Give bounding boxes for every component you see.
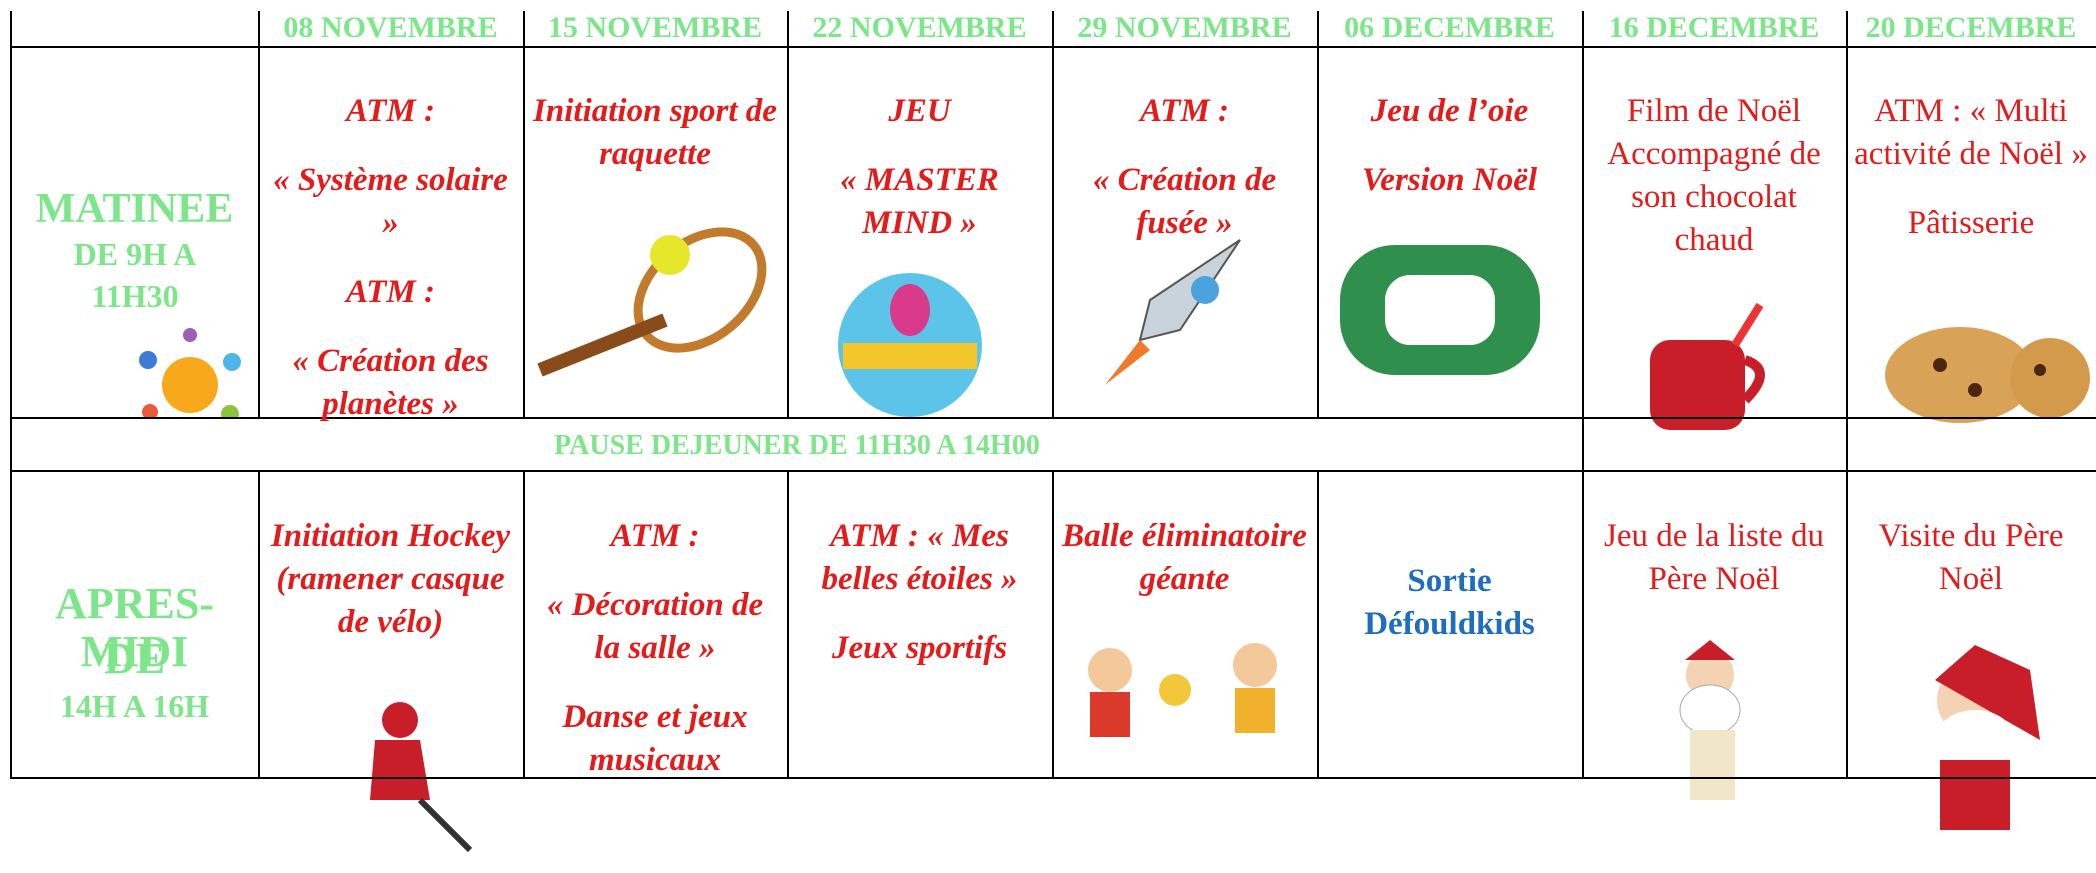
cell: Balle éliminatoire géante (1052, 515, 1317, 627)
pause: PAUSE DEJEUNER DE 11H30 A 14H00 (554, 430, 1040, 461)
cell-text: ATM : (346, 274, 435, 310)
cell-text: ATM : (610, 518, 700, 554)
cell: Jeu de l’oie Version Noël (1317, 90, 1582, 228)
cell: JEU « MASTER MIND » (787, 90, 1052, 271)
row-hours-prefix: DE (103, 634, 166, 683)
cell-text: Pâtisserie (1907, 205, 2035, 241)
cell-text: Visite du Père Noël (1878, 518, 2064, 597)
row-label: MATINEE (35, 186, 234, 232)
vline (1582, 11, 1584, 779)
solar-system (139, 328, 241, 423)
cell: Initiation sport de raquette (523, 90, 787, 202)
cookies (1885, 327, 2090, 423)
santa-letter (1679, 640, 1741, 800)
cell: Visite du Père Noël (1846, 515, 2096, 627)
hot-chocolate (1650, 302, 1765, 430)
cell-text: Sortie Défouldkids (1364, 563, 1535, 642)
cell: ATM : « Décoration de la salle » Danse et … (523, 515, 787, 808)
vline (1846, 11, 1848, 779)
date-header: 16 DECEMBRE (1608, 11, 1820, 44)
cell: ATM : « Mes belles étoiles » Jeux sportif… (787, 515, 1052, 696)
cell-text: Danse et jeux musicaux (562, 699, 748, 778)
cell: Initiation Hockey (ramener casque de vél… (258, 515, 523, 670)
border (10, 11, 12, 779)
vline (1317, 11, 1319, 779)
racket (537, 227, 767, 377)
cell-text: JEU (888, 93, 951, 129)
date-header: 15 NOVEMBRE (547, 11, 763, 44)
cell-text: Jeu de la liste du Père Noël (1604, 518, 1824, 597)
cell-text: « Système solaire » (273, 162, 508, 241)
row-hours: 14H A 16H (59, 688, 210, 724)
cell: Jeu de la liste du Père Noël (1582, 515, 1846, 627)
cell-text: ATM : (1140, 93, 1229, 129)
vline (787, 11, 789, 779)
cell: ATM : « Multi activité de Noël » Pâtisser… (1846, 90, 2096, 271)
date-header: 22 NOVEMBRE (812, 11, 1027, 44)
cell-text: ATM : « Multi activité de Noël » (1854, 93, 2088, 172)
cell-text: Balle éliminatoire géante (1062, 518, 1307, 597)
cell-text: Initiation Hockey (ramener casque de vél… (270, 518, 511, 640)
kids-ball (1088, 643, 1277, 737)
cell-text: « Création des planètes » (292, 343, 489, 422)
santa (1935, 645, 2040, 830)
vline (258, 11, 260, 779)
cell-text: « Création de fusée » (1092, 162, 1277, 241)
cell-text: « Décoration de la salle » (546, 587, 764, 666)
cell: ATM : « Système solaire » ATM : « Création … (258, 90, 523, 452)
cell-text: Jeux sportifs (831, 630, 1008, 666)
date-header: 29 NOVEMBRE (1077, 11, 1292, 44)
date-header: 20 DECEMBRE (1865, 11, 2077, 44)
cell-text: Film de Noël Accompagné de son chocolat … (1607, 93, 1821, 258)
pause-bg (12, 419, 1581, 470)
row-label: APRES-MIDI (55, 579, 214, 676)
cell: Sortie Défouldkids (1317, 560, 1582, 672)
cell-text: ATM : « Mes belles étoiles » (821, 518, 1018, 597)
cell-text: ATM : (346, 93, 435, 129)
board-game (1340, 245, 1540, 375)
cell-text: « MASTER MIND » (840, 162, 999, 241)
hockey-player (370, 702, 473, 853)
row-hours: DE 14H A 16H (12, 637, 257, 728)
cell-text: Version Noël (1361, 162, 1538, 198)
cell-text: Jeu de l’oie (1370, 93, 1529, 129)
mastermind-logo (838, 273, 982, 417)
date-header: 06 DECEMBRE (1344, 11, 1555, 44)
rocket (1105, 239, 1241, 385)
vline (523, 11, 525, 779)
vline (1052, 11, 1054, 779)
cell: Film de Noël Accompagné de son chocolat … (1582, 90, 1846, 288)
date-header: 08 NOVEMBRE (283, 11, 498, 44)
cell-text: Initiation sport de raquette (533, 93, 777, 172)
cell: ATM : « Création de fusée » (1052, 90, 1317, 271)
row-hours: DE 9H A 11H30 (73, 236, 197, 314)
